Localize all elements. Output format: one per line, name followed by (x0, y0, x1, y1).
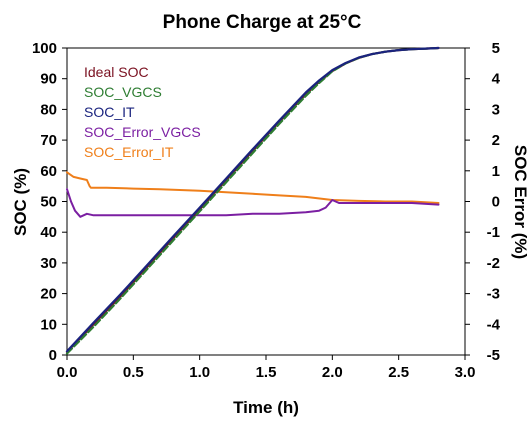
y2-tick-label: 4 (492, 71, 501, 88)
legend-item-soc-error-vgcs: SOC_Error_VGCS (84, 124, 201, 140)
y2-tick-label: -2 (487, 255, 500, 272)
x-tick-label: 2.0 (322, 364, 343, 381)
x-tick-label: 1.5 (256, 364, 277, 381)
y2-tick-label: -1 (487, 224, 500, 241)
legend-item-soc-error-it: SOC_Error_IT (84, 144, 174, 160)
x-tick-label: 3.0 (455, 364, 476, 381)
y2-tick-label: -5 (487, 347, 500, 364)
y-tick-label: 10 (40, 316, 57, 333)
y-tick-label: 50 (40, 194, 57, 211)
legend-item-ideal-soc: Ideal SOC (84, 64, 149, 80)
y-tick-label: 90 (40, 71, 57, 88)
legend-item-soc-vgcs: SOC_VGCS (84, 84, 162, 100)
y2-tick-label: 1 (492, 163, 500, 180)
x-tick-label: 0.5 (123, 364, 144, 381)
x-tick-label: 0.0 (57, 364, 78, 381)
chart-title: Phone Charge at 25°C (163, 12, 362, 33)
y-tick-label: 30 (40, 255, 57, 272)
y2-tick-label: 3 (492, 101, 500, 118)
y-tick-label: 70 (40, 132, 57, 149)
y-tick-label: 80 (40, 101, 57, 118)
y-tick-label: 60 (40, 163, 57, 180)
y2-tick-label: 5 (492, 40, 500, 57)
legend-item-soc-it: SOC_IT (84, 104, 135, 120)
ticks-layer: 0.0 0.5 1.0 1.5 2.0 2.5 3.00102030405060708090… (32, 40, 501, 381)
legend: Ideal SOC SOC_VGCS SOC_IT SOC_Error_VGCS SOC… (84, 64, 201, 160)
y2-tick-label: -4 (487, 316, 501, 333)
series-layer (65, 46, 440, 355)
series-line-soc-it (65, 46, 440, 353)
y-tick-label: 0 (49, 347, 57, 364)
y2-tick-label: 2 (492, 132, 500, 149)
series-line-soc-error-it (66, 171, 440, 204)
x-tick-label: 1.0 (189, 364, 210, 381)
y2-tick-label: 0 (492, 194, 500, 211)
x-tick-label: 2.5 (388, 364, 409, 381)
y2-axis-label: SOC Error (%) (511, 145, 530, 259)
y-tick-label: 100 (32, 40, 57, 57)
y-tick-label: 40 (40, 224, 57, 241)
x-axis-label: Time (h) (233, 398, 299, 417)
series-line-soc-error-vgcs (66, 188, 440, 218)
y-tick-label: 20 (40, 286, 57, 303)
y-axis-label: SOC (%) (11, 168, 30, 236)
y2-tick-label: -3 (487, 286, 500, 303)
